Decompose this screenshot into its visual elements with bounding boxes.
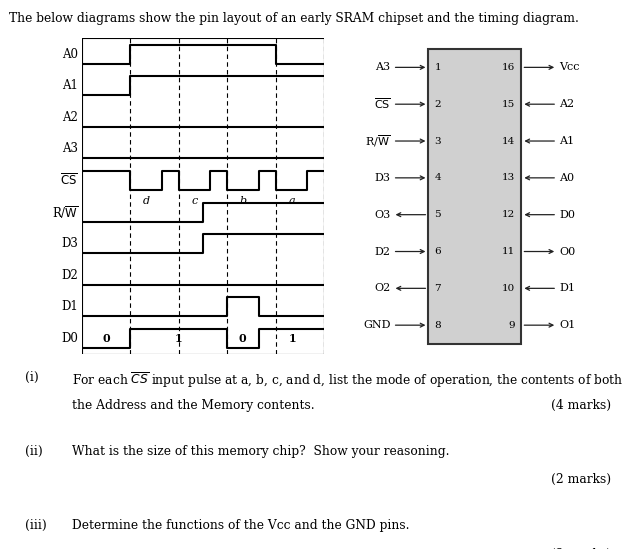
Text: 10: 10 [502, 284, 515, 293]
Text: 11: 11 [502, 247, 515, 256]
Text: (2 marks): (2 marks) [551, 473, 611, 486]
Text: 14: 14 [502, 137, 515, 145]
Text: A0: A0 [62, 48, 78, 61]
Text: R/$\overline{\mathrm{W}}$: R/$\overline{\mathrm{W}}$ [52, 204, 78, 221]
Text: A2: A2 [62, 111, 78, 124]
Text: 3: 3 [434, 137, 441, 145]
Text: What is the size of this memory chip?  Show your reasoning.: What is the size of this memory chip? Sh… [72, 445, 450, 458]
Text: 1: 1 [175, 333, 183, 344]
Text: D0: D0 [559, 210, 575, 220]
Text: D2: D2 [374, 247, 391, 256]
Text: c: c [192, 195, 198, 206]
Text: A3: A3 [375, 63, 391, 72]
Text: 9: 9 [509, 321, 515, 329]
Text: D3: D3 [61, 237, 78, 250]
Text: R/$\overline{\mathrm{W}}$: R/$\overline{\mathrm{W}}$ [365, 133, 391, 149]
Text: (iii): (iii) [25, 519, 47, 532]
Text: (4 marks): (4 marks) [551, 399, 611, 412]
Text: (i): (i) [25, 371, 39, 384]
Text: D3: D3 [374, 173, 391, 183]
Text: A1: A1 [62, 79, 78, 92]
Text: D2: D2 [61, 268, 78, 282]
Text: O2: O2 [374, 283, 391, 293]
Text: O3: O3 [374, 210, 391, 220]
Text: D1: D1 [559, 283, 575, 293]
Text: b: b [240, 195, 247, 206]
Text: 12: 12 [502, 210, 515, 219]
Text: 4: 4 [434, 173, 441, 182]
Text: 15: 15 [502, 100, 515, 109]
Text: 7: 7 [434, 284, 441, 293]
Text: O1: O1 [559, 320, 576, 330]
Text: 16: 16 [502, 63, 515, 72]
Text: 8: 8 [434, 321, 441, 329]
Text: D1: D1 [61, 300, 78, 313]
Text: Determine the functions of the Vcc and the GND pins.: Determine the functions of the Vcc and t… [72, 519, 410, 532]
Text: For each $\overline{CS}$ input pulse at a, b, c, and d, list the mode of operati: For each $\overline{CS}$ input pulse at … [72, 371, 624, 390]
Text: GND: GND [363, 320, 391, 330]
Text: 6: 6 [434, 247, 441, 256]
Text: A3: A3 [62, 142, 78, 155]
Text: the Address and the Memory contents.: the Address and the Memory contents. [72, 399, 315, 412]
Text: 2: 2 [434, 100, 441, 109]
Text: 0: 0 [102, 333, 110, 344]
Text: $\overline{\mathrm{CS}}$: $\overline{\mathrm{CS}}$ [60, 173, 78, 188]
Text: D0: D0 [61, 332, 78, 345]
Bar [428, 49, 522, 344]
Text: A0: A0 [559, 173, 575, 183]
Text: The below diagrams show the pin layout of an early SRAM chipset and the timing d: The below diagrams show the pin layout o… [9, 12, 580, 25]
Text: A1: A1 [559, 136, 575, 146]
Text: A2: A2 [559, 99, 575, 109]
Text: a: a [289, 195, 295, 206]
Text: (2 marks): (2 marks) [551, 547, 611, 549]
Text: (ii): (ii) [25, 445, 43, 458]
Text: 1: 1 [289, 333, 297, 344]
Text: d: d [143, 195, 150, 206]
Text: 0: 0 [238, 333, 246, 344]
Text: O0: O0 [559, 247, 576, 256]
Text: 5: 5 [434, 210, 441, 219]
Text: $\overline{\mathrm{CS}}$: $\overline{\mathrm{CS}}$ [374, 97, 391, 111]
Text: Vcc: Vcc [559, 63, 580, 72]
Text: 1: 1 [434, 63, 441, 72]
Text: 13: 13 [502, 173, 515, 182]
